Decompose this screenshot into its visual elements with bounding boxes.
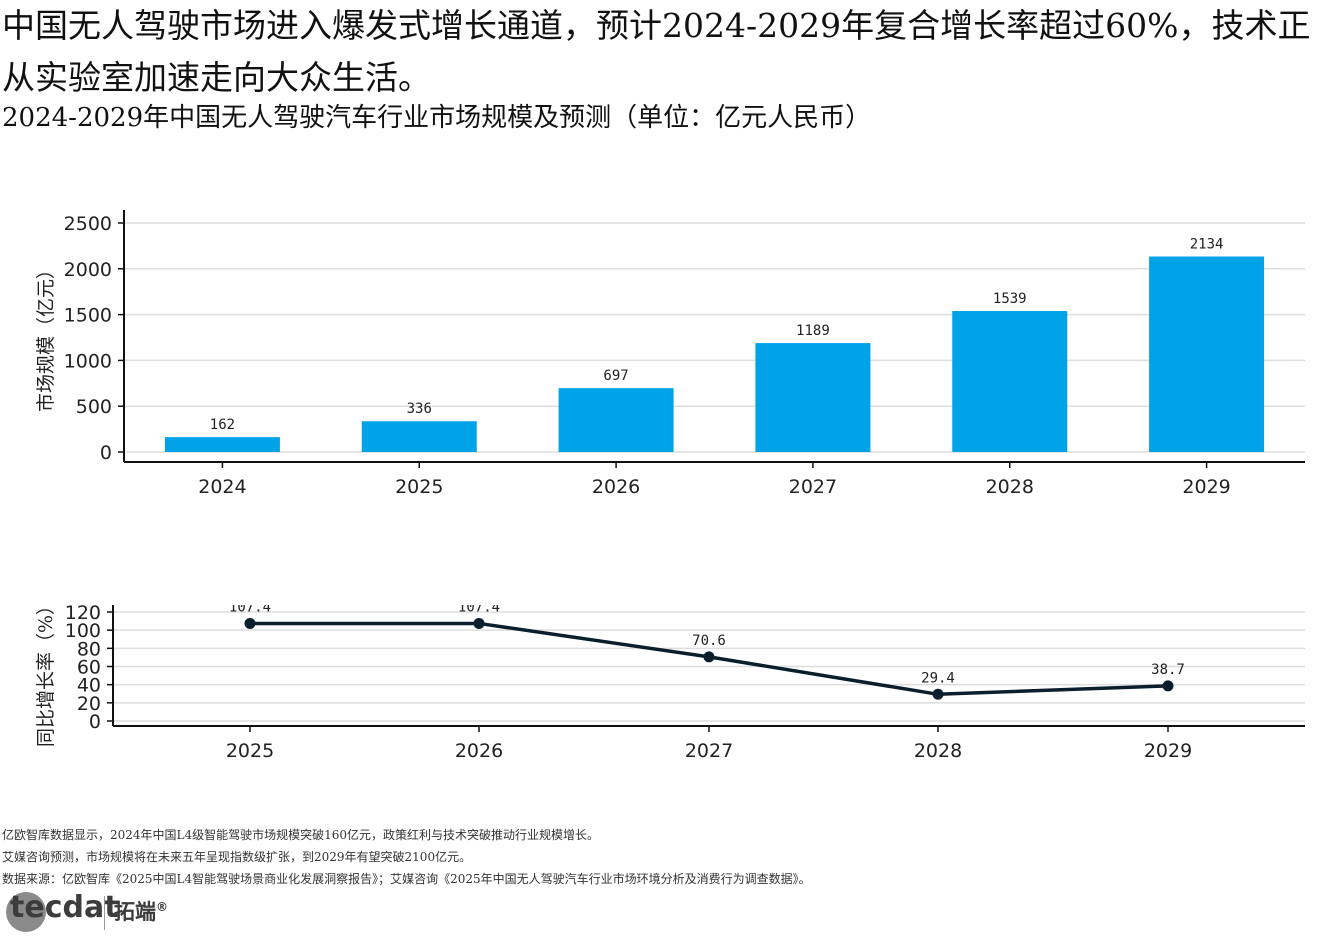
y-tick-label: 500 bbox=[76, 396, 112, 418]
logo-divider bbox=[104, 896, 105, 930]
note-2: 艾媒咨询预测，市场规模将在未来五年呈现指数级扩张，到2029年有望突破2100亿… bbox=[2, 850, 472, 864]
x-tick-label: 2027 bbox=[685, 740, 733, 762]
x-tick-label: 2025 bbox=[395, 476, 443, 498]
bar-2029 bbox=[1149, 256, 1265, 452]
bar-2026 bbox=[558, 388, 674, 452]
y-tick-label: 0 bbox=[89, 711, 101, 733]
y-tick-label: 40 bbox=[77, 675, 101, 697]
chart-subtitle: 2024-2029年中国无人驾驶汽车行业市场规模及预测（单位：亿元人民币） bbox=[2, 103, 872, 133]
headline: 中国无人驾驶市场进入爆发式增长通道，预计2024-2029年复合增长率超过60%… bbox=[2, 6, 1311, 97]
charts-canvas: 0500100015002000250016220243362025697202… bbox=[35, 210, 1305, 762]
y-tick-label: 1500 bbox=[64, 305, 112, 327]
point-2026 bbox=[473, 617, 485, 629]
bar-2028 bbox=[952, 311, 1068, 452]
y-tick-label: 80 bbox=[77, 638, 101, 660]
point-2029 bbox=[1162, 680, 1174, 692]
x-tick-label: 2025 bbox=[226, 740, 274, 762]
y-axis-label: 市场规模（亿元） bbox=[35, 260, 57, 412]
bar-value-label: 1539 bbox=[993, 291, 1027, 307]
logo-circle bbox=[6, 892, 46, 932]
point-labels: 107.4 107.4 70.6 29.4 38.7 bbox=[229, 599, 1185, 686]
bar-value-label: 697 bbox=[603, 368, 628, 384]
logo-brand-cn: 拓端® bbox=[114, 896, 168, 926]
point-value-label: 29.4 bbox=[921, 670, 955, 686]
bar-value-label: 2134 bbox=[1190, 237, 1224, 253]
registered-mark: ® bbox=[156, 900, 168, 914]
y-tick-label: 2000 bbox=[64, 259, 112, 281]
x-tick-label: 2026 bbox=[455, 740, 503, 762]
x-tick-label: 2026 bbox=[592, 476, 640, 498]
y-tick-label: 1000 bbox=[64, 350, 112, 372]
logo-brand-en: tecdat bbox=[10, 890, 119, 925]
notes: 亿欧智库数据显示，2024年中国L4级智能驾驶市场规模突破160亿元，政策红利与… bbox=[2, 824, 811, 890]
tecdat-logo: tecdat 拓端® bbox=[4, 888, 244, 936]
y-tick-label: 0 bbox=[100, 442, 112, 464]
y-tick-label: 20 bbox=[77, 693, 101, 715]
point-2027 bbox=[703, 651, 715, 663]
bar-value-label: 162 bbox=[210, 417, 235, 433]
point-value-label: 107.4 bbox=[229, 599, 271, 615]
bar-value-label: 336 bbox=[407, 401, 432, 417]
x-tick-label: 2029 bbox=[1144, 740, 1192, 762]
logo-brand-cn-text: 拓端 bbox=[114, 900, 156, 924]
point-value-label: 70.6 bbox=[692, 633, 726, 649]
x-tick-label: 2028 bbox=[914, 740, 962, 762]
x-tick-label: 2029 bbox=[1182, 476, 1230, 498]
y-tick-label: 100 bbox=[65, 620, 101, 642]
source-note: 数据来源：亿欧智库《2025中国L4智能驾驶场景商业化发展洞察报告》；艾媒咨询《… bbox=[2, 872, 811, 886]
point-2028 bbox=[932, 688, 944, 700]
bar-2025 bbox=[361, 421, 477, 452]
bar-value-label: 1189 bbox=[796, 323, 830, 339]
y-tick-label: 2500 bbox=[64, 213, 112, 235]
y-axis-label: 同比增长率（%） bbox=[35, 596, 57, 747]
point-2025 bbox=[244, 617, 256, 629]
x-tick-label: 2024 bbox=[198, 476, 246, 498]
x-tick-label: 2027 bbox=[789, 476, 837, 498]
bar-chart: 0 500 1000 1500 2000 2500 162 2024 336 2025 697 202… bbox=[35, 210, 1305, 498]
note-1: 亿欧智库数据显示，2024年中国L4级智能驾驶市场规模突破160亿元，政策红利与… bbox=[2, 828, 600, 842]
point-value-label: 38.7 bbox=[1151, 662, 1185, 678]
bar-2024 bbox=[164, 437, 280, 452]
x-tick-label: 2028 bbox=[986, 476, 1034, 498]
y-tick-label: 60 bbox=[77, 657, 101, 679]
y-tick-label: 120 bbox=[65, 602, 101, 624]
bar-2027 bbox=[755, 343, 871, 452]
point-value-label: 107.4 bbox=[458, 599, 500, 615]
